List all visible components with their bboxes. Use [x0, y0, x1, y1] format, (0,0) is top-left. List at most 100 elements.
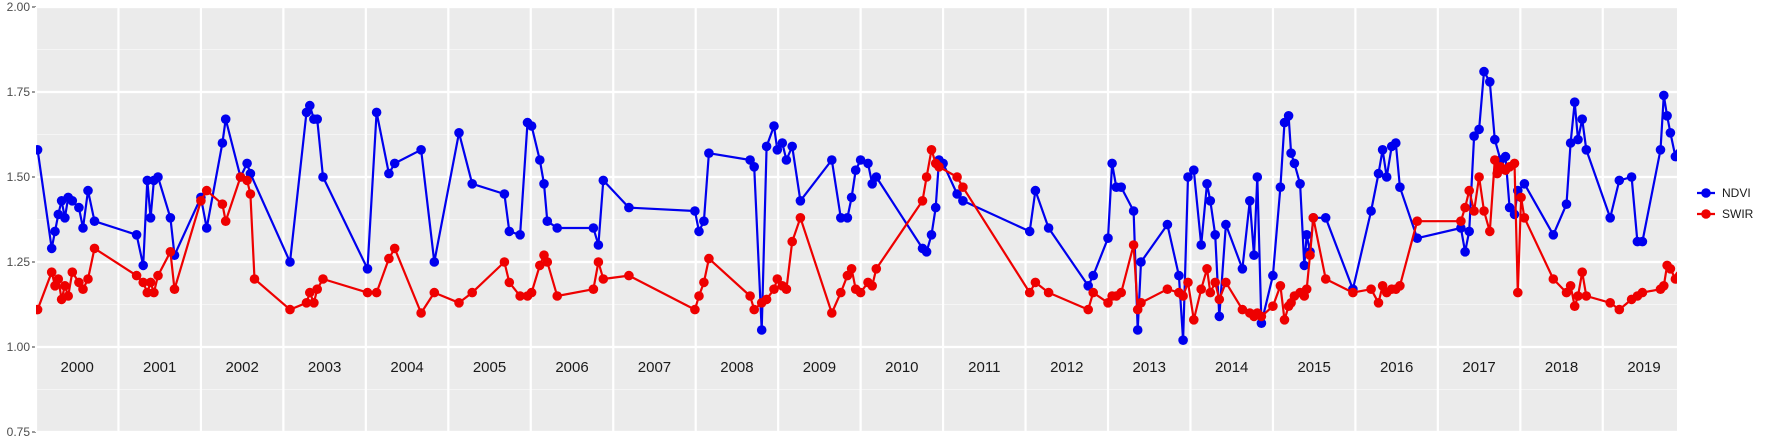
- data-point-swir: [429, 287, 440, 298]
- data-point-ndvi: [1581, 145, 1592, 155]
- y-axis: 0.75 1.00 1.25 1.50 1.75 2.00: [7, 0, 36, 439]
- year-label: 2009: [803, 359, 836, 376]
- data-point-swir: [1366, 284, 1376, 295]
- data-point-ndvi: [1381, 172, 1392, 182]
- y-tick-label: 1.50: [7, 170, 31, 184]
- data-point-ndvi: [78, 223, 88, 233]
- grid-lines: [34, 5, 1677, 434]
- data-point-swir: [1116, 287, 1126, 298]
- data-point-swir: [1456, 216, 1466, 226]
- data-point-swir: [312, 284, 323, 295]
- data-point-swir: [958, 182, 968, 192]
- data-point-ndvi: [50, 226, 60, 237]
- data-point-swir: [1665, 264, 1676, 274]
- data-point-swir: [1548, 274, 1559, 284]
- data-point-ndvi: [83, 185, 93, 196]
- data-point-swir: [504, 277, 515, 288]
- data-point-ndvi: [598, 175, 609, 186]
- data-point-ndvi: [145, 213, 156, 223]
- data-point-swir: [1268, 301, 1278, 312]
- data-point-swir: [1605, 298, 1615, 308]
- data-point-ndvi: [1655, 145, 1666, 155]
- year-label: 2005: [473, 359, 506, 376]
- data-point-ndvi: [504, 226, 515, 237]
- data-point-swir: [1659, 281, 1669, 291]
- data-point-swir: [1519, 213, 1530, 223]
- data-point-ndvi: [1366, 206, 1376, 216]
- data-point-swir: [83, 274, 93, 284]
- data-point-swir: [142, 287, 153, 298]
- data-point-ndvi: [1509, 209, 1520, 220]
- data-point-ndvi: [930, 202, 941, 213]
- data-point-ndvi: [1214, 311, 1225, 322]
- data-point-ndvi: [699, 216, 709, 226]
- data-point-ndvi: [454, 128, 464, 138]
- data-point-ndvi: [1132, 325, 1143, 335]
- data-point-swir: [526, 287, 537, 298]
- data-point-ndvi: [1697, 247, 1707, 257]
- data-point-swir: [285, 304, 295, 315]
- year-label: 2011: [968, 359, 1000, 376]
- data-point-ndvi: [1569, 97, 1580, 107]
- data-point-swir: [153, 270, 163, 281]
- data-point-ndvi: [1030, 185, 1041, 196]
- legend-item-swir: SWIR: [1697, 207, 1754, 221]
- data-point-ndvi: [749, 162, 759, 172]
- data-point-ndvi: [1485, 77, 1495, 87]
- data-point-swir: [1485, 226, 1495, 237]
- year-label: 2019: [1627, 359, 1660, 376]
- data-point-ndvi: [952, 189, 962, 199]
- data-point-ndvi: [836, 213, 846, 223]
- data-point-swir: [1513, 287, 1523, 298]
- data-point-swir: [1305, 250, 1315, 260]
- data-point-swir: [318, 274, 328, 284]
- data-point-swir: [60, 281, 70, 291]
- data-point-ndvi: [526, 121, 537, 131]
- data-point-ndvi: [1377, 145, 1388, 155]
- data-point-ndvi: [772, 145, 783, 155]
- data-point-swir: [846, 264, 857, 274]
- data-point-swir: [787, 236, 797, 247]
- data-point-swir: [242, 175, 252, 186]
- data-point-swir: [781, 284, 792, 295]
- data-point-ndvi: [36, 145, 43, 155]
- data-point-swir: [1614, 304, 1625, 315]
- data-point-ndvi: [863, 158, 873, 169]
- data-point-swir: [220, 216, 231, 226]
- data-point-swir: [535, 260, 545, 271]
- data-point-swir: [1205, 287, 1216, 298]
- data-point-ndvi: [1460, 247, 1470, 257]
- data-point-swir: [1469, 206, 1479, 216]
- data-point-swir: [1697, 278, 1707, 288]
- legend-key-point: [1701, 188, 1711, 198]
- data-point-swir: [1202, 264, 1212, 274]
- data-point-ndvi: [60, 213, 70, 223]
- data-point-swir: [917, 196, 928, 206]
- data-point-ndvi: [1490, 134, 1500, 145]
- data-point-swir: [934, 162, 944, 172]
- data-point-swir: [1083, 304, 1093, 315]
- data-point-ndvi: [220, 114, 231, 124]
- y-tick-label: 1.25: [7, 255, 31, 269]
- data-point-ndvi: [429, 257, 440, 267]
- data-point-swir: [1196, 284, 1206, 295]
- data-point-swir: [827, 308, 837, 318]
- legend-key-point: [1701, 209, 1711, 219]
- data-point-swir: [1308, 213, 1319, 223]
- data-point-ndvi: [1088, 270, 1098, 281]
- data-point-ndvi: [1469, 131, 1479, 141]
- year-label: 2007: [638, 359, 671, 376]
- data-point-ndvi: [1614, 175, 1625, 186]
- data-point-swir: [1373, 298, 1384, 308]
- year-label: 2004: [390, 359, 423, 376]
- data-point-ndvi: [1395, 182, 1405, 192]
- year-label: 2012: [1050, 359, 1083, 376]
- data-point-ndvi: [1249, 250, 1259, 260]
- data-point-swir: [694, 291, 704, 301]
- data-point-ndvi: [142, 175, 153, 186]
- data-point-ndvi: [535, 155, 545, 165]
- data-point-ndvi: [1479, 66, 1489, 77]
- data-point-swir: [63, 291, 73, 301]
- data-point-ndvi: [201, 223, 212, 233]
- data-point-swir: [1088, 287, 1098, 298]
